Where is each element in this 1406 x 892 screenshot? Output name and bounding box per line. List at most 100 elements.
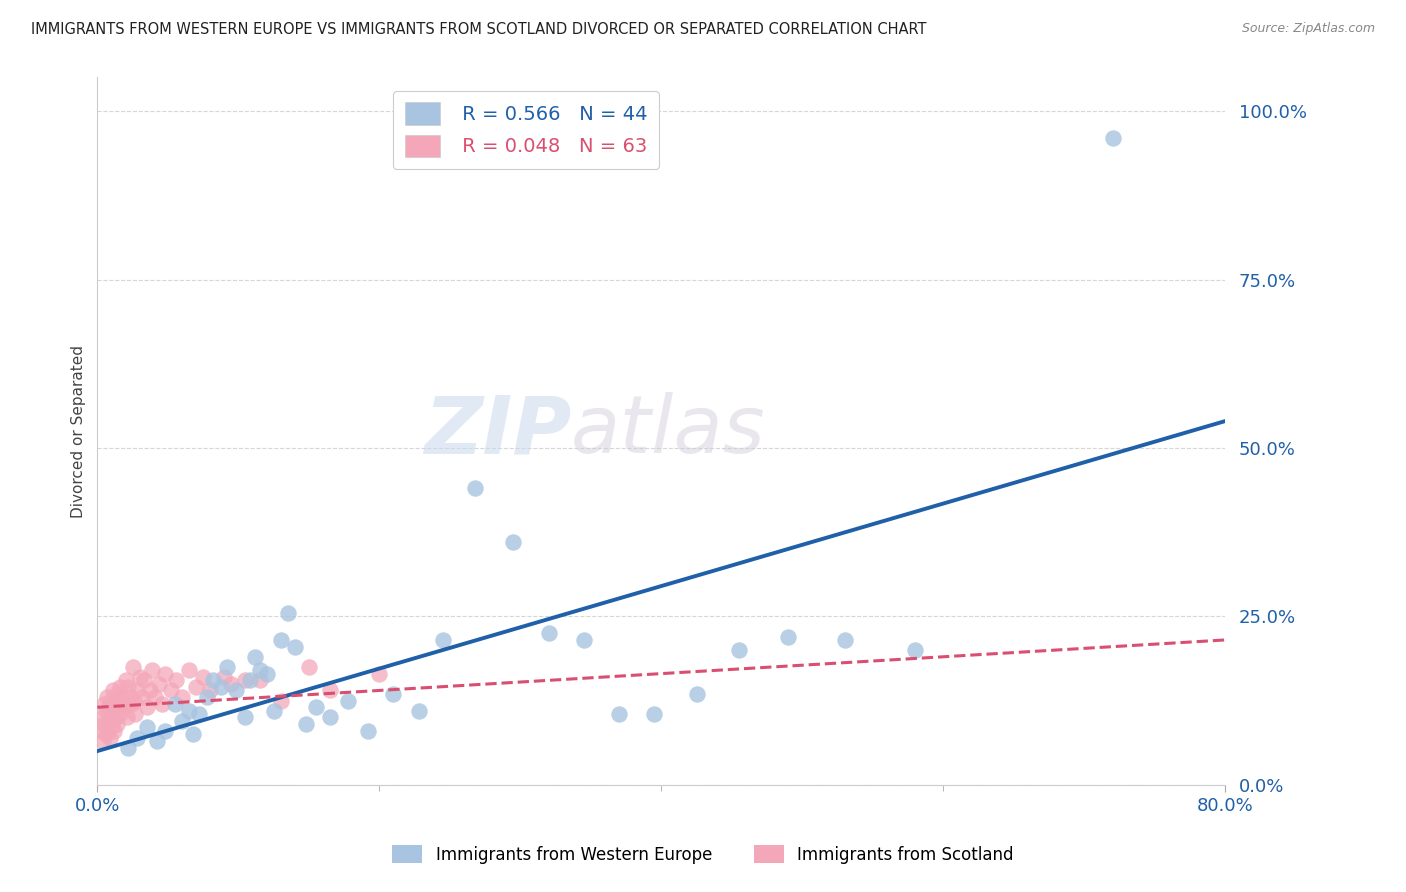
Point (101, 683, 124, 698)
Point (305, 700, 328, 714)
Point (94, 727, 117, 741)
Point (111, 697, 134, 711)
Point (121, 660, 143, 674)
Point (502, 535, 524, 549)
Point (209, 680, 232, 694)
Point (93, 697, 115, 711)
Point (607, 706, 630, 721)
Text: atlas: atlas (571, 392, 766, 470)
Point (97, 700, 120, 714)
Point (221, 676, 243, 690)
Point (153, 666, 176, 681)
Point (104, 697, 127, 711)
Point (728, 643, 751, 657)
Point (191, 670, 214, 684)
Point (181, 727, 204, 741)
Point (98, 731, 121, 745)
Point (295, 717, 318, 731)
Point (165, 673, 187, 688)
Text: Source: ZipAtlas.com: Source: ZipAtlas.com (1241, 22, 1375, 36)
Legend: Immigrants from Western Europe, Immigrants from Scotland: Immigrants from Western Europe, Immigran… (385, 838, 1021, 871)
Point (150, 697, 173, 711)
Point (105, 687, 128, 701)
Point (408, 704, 430, 718)
Point (198, 683, 221, 698)
Point (105, 717, 128, 731)
Point (98, 710, 121, 724)
Point (1101, 131, 1123, 145)
Point (337, 693, 360, 707)
Point (117, 740, 139, 755)
Text: IMMIGRANTS FROM WESTERN EUROPE VS IMMIGRANTS FROM SCOTLAND DIVORCED OR SEPARATED: IMMIGRANTS FROM WESTERN EUROPE VS IMMIGR… (31, 22, 927, 37)
Point (217, 660, 239, 674)
Point (239, 673, 262, 688)
Point (368, 666, 391, 681)
Point (572, 632, 595, 647)
Point (101, 714, 124, 728)
Point (249, 663, 271, 677)
Point (108, 706, 131, 721)
Point (904, 643, 927, 657)
Point (131, 690, 153, 705)
Point (145, 734, 167, 748)
Point (214, 670, 236, 684)
Point (245, 649, 267, 664)
Point (132, 673, 155, 688)
Point (235, 673, 257, 688)
Point (270, 632, 292, 647)
Point (235, 710, 257, 724)
Point (110, 690, 132, 705)
Point (138, 683, 160, 698)
Point (96, 690, 118, 705)
Point (108, 680, 131, 694)
Point (464, 481, 486, 495)
Point (93, 717, 115, 731)
Point (143, 690, 166, 705)
Point (103, 704, 125, 718)
Point (170, 690, 193, 705)
Point (834, 632, 856, 647)
Point (90, 723, 112, 738)
Point (96, 721, 118, 735)
Point (118, 690, 141, 705)
Point (97, 714, 120, 728)
Point (159, 683, 181, 698)
Point (122, 693, 145, 707)
Point (537, 626, 560, 640)
Point (135, 700, 157, 714)
Point (100, 693, 122, 707)
Point (382, 687, 405, 701)
Point (357, 723, 380, 738)
Point (153, 723, 176, 738)
Point (124, 706, 146, 721)
Point (195, 690, 218, 705)
Point (256, 666, 278, 681)
Point (148, 676, 170, 690)
Point (112, 700, 135, 714)
Point (125, 731, 148, 745)
Point (284, 640, 307, 654)
Point (104, 710, 127, 724)
Point (135, 721, 157, 735)
Point (125, 683, 148, 698)
Point (100, 721, 122, 735)
Point (120, 697, 142, 711)
Point (643, 706, 665, 721)
Point (685, 687, 707, 701)
Point (177, 704, 200, 718)
Point (128, 670, 150, 684)
Point (163, 697, 186, 711)
Point (107, 700, 129, 714)
Point (94, 704, 117, 718)
Point (115, 710, 138, 724)
Point (277, 606, 299, 620)
Point (201, 673, 224, 688)
Point (103, 723, 125, 738)
Point (170, 714, 193, 728)
Point (114, 673, 136, 688)
Point (187, 706, 209, 721)
Point (432, 632, 454, 647)
Point (177, 663, 200, 677)
Point (141, 663, 163, 677)
Point (225, 683, 247, 698)
